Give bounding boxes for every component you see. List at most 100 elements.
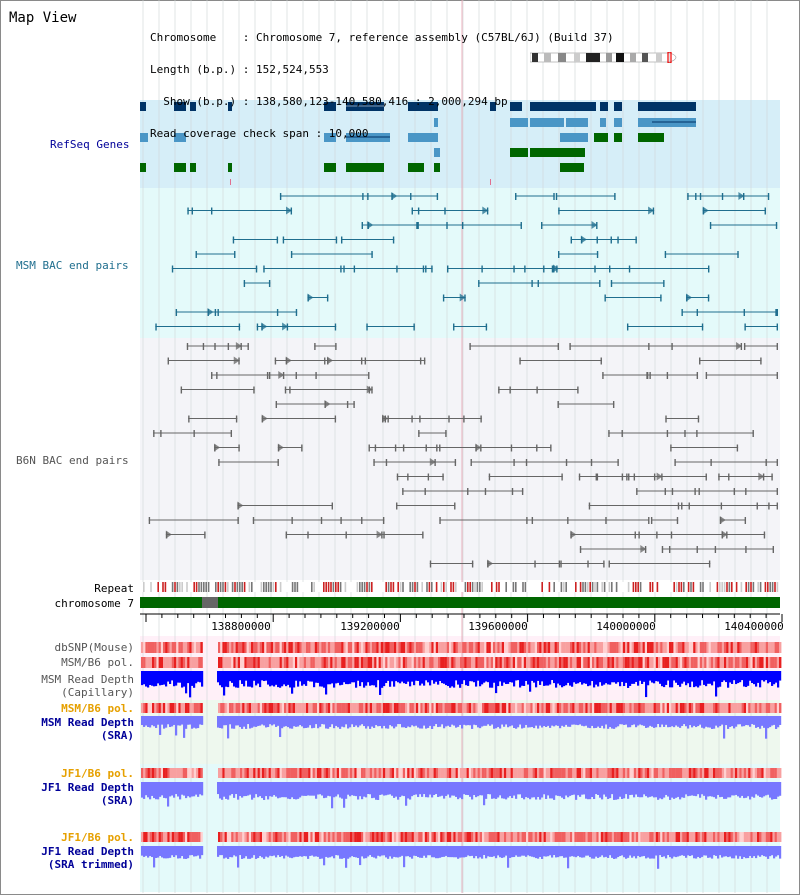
depth-bar bbox=[317, 846, 320, 857]
heat-cell bbox=[394, 832, 397, 842]
heat-cell bbox=[664, 657, 667, 668]
depth-bar bbox=[767, 671, 770, 684]
heat-cell bbox=[684, 703, 687, 713]
heat-cell bbox=[167, 657, 170, 668]
heat-cell bbox=[693, 768, 696, 778]
heat-cell bbox=[576, 768, 579, 778]
heat-cell bbox=[499, 703, 502, 713]
heat-cell bbox=[292, 768, 296, 778]
depth-bar bbox=[533, 782, 536, 798]
heat-cell bbox=[431, 657, 434, 668]
depth-bar bbox=[397, 846, 400, 858]
heat-cell bbox=[376, 703, 379, 713]
depth-bar bbox=[635, 782, 638, 795]
bac-end bbox=[557, 343, 560, 350]
heat-cell bbox=[220, 642, 223, 653]
repeat-bar bbox=[673, 582, 675, 592]
gene-block bbox=[638, 102, 696, 111]
repeat-bar bbox=[524, 582, 527, 592]
depth-bar bbox=[479, 716, 482, 729]
depth-bar bbox=[725, 846, 728, 857]
heat-cell bbox=[512, 832, 516, 842]
heat-cell bbox=[677, 642, 681, 653]
heat-cell bbox=[570, 768, 573, 778]
depth-bar bbox=[693, 782, 696, 796]
heat-cell bbox=[218, 642, 221, 653]
heat-cell bbox=[732, 657, 736, 668]
heat-cell bbox=[237, 657, 241, 668]
depth-bar bbox=[293, 671, 296, 688]
depth-bar bbox=[587, 846, 590, 856]
heat-cell bbox=[537, 657, 540, 668]
heat-cell bbox=[358, 768, 362, 778]
depth-bar bbox=[555, 716, 558, 726]
depth-bar bbox=[383, 782, 386, 796]
chromosome-ideogram[interactable] bbox=[530, 52, 682, 63]
depth-bar bbox=[423, 671, 426, 686]
bac-end bbox=[195, 251, 197, 258]
heat-cell bbox=[341, 642, 344, 653]
depth-bar bbox=[771, 671, 774, 686]
heat-cell bbox=[413, 768, 417, 778]
heat-cell bbox=[710, 832, 714, 842]
heat-cell bbox=[330, 832, 333, 842]
depth-bar bbox=[555, 846, 558, 858]
heat-cell bbox=[737, 657, 740, 668]
depth-bar bbox=[381, 782, 384, 795]
heat-cell bbox=[182, 657, 186, 668]
gene-block bbox=[434, 163, 440, 172]
bac-end bbox=[764, 207, 766, 215]
heat-cell bbox=[693, 657, 696, 668]
heat-cell bbox=[539, 657, 542, 668]
bac-end bbox=[360, 357, 363, 365]
heat-cell bbox=[651, 703, 654, 713]
depth-bar bbox=[303, 671, 306, 685]
bac-arrow bbox=[487, 559, 494, 568]
bac-arrow bbox=[165, 530, 172, 539]
depth-bar bbox=[693, 716, 696, 726]
bac-end bbox=[368, 386, 371, 394]
heat-cell bbox=[444, 642, 447, 653]
depth-bar bbox=[291, 716, 294, 729]
heat-cell bbox=[508, 703, 511, 713]
heat-cell bbox=[682, 642, 685, 653]
heat-cell bbox=[759, 703, 762, 713]
heat-cell bbox=[537, 703, 540, 713]
depth-bar bbox=[653, 782, 656, 798]
heat-cell bbox=[594, 642, 597, 653]
heat-cell bbox=[196, 657, 199, 668]
heat-cell bbox=[244, 657, 247, 668]
heat-cell bbox=[735, 703, 738, 713]
heat-cell bbox=[636, 832, 639, 842]
heat-cell bbox=[301, 832, 304, 842]
repeat-bar bbox=[575, 582, 577, 592]
bac-end bbox=[353, 401, 355, 408]
heat-cell bbox=[750, 642, 753, 653]
heat-cell bbox=[270, 657, 274, 668]
depth-bar bbox=[637, 671, 640, 686]
depth-bar bbox=[229, 782, 232, 796]
repeat-bar bbox=[443, 582, 445, 592]
depth-bar bbox=[149, 782, 152, 800]
heat-cell bbox=[499, 768, 502, 778]
heat-cell bbox=[317, 832, 320, 842]
depth-bar bbox=[625, 846, 628, 859]
depth-bar bbox=[447, 846, 450, 858]
gene-block bbox=[614, 118, 622, 127]
depth-bar bbox=[641, 671, 644, 684]
depth-bar bbox=[425, 846, 428, 858]
heat-cell bbox=[479, 832, 483, 842]
depth-bar bbox=[593, 846, 596, 859]
gene-block bbox=[560, 163, 584, 172]
depth-bar bbox=[445, 716, 448, 727]
heat-cell bbox=[444, 703, 447, 713]
bac-end bbox=[590, 459, 593, 466]
heat-cell bbox=[673, 657, 676, 668]
heat-cell bbox=[488, 642, 491, 653]
heat-cell bbox=[680, 768, 683, 778]
heat-cell bbox=[444, 657, 447, 668]
heat-cell bbox=[554, 832, 557, 842]
heat-cell bbox=[684, 657, 687, 668]
depth-bar bbox=[295, 671, 298, 681]
